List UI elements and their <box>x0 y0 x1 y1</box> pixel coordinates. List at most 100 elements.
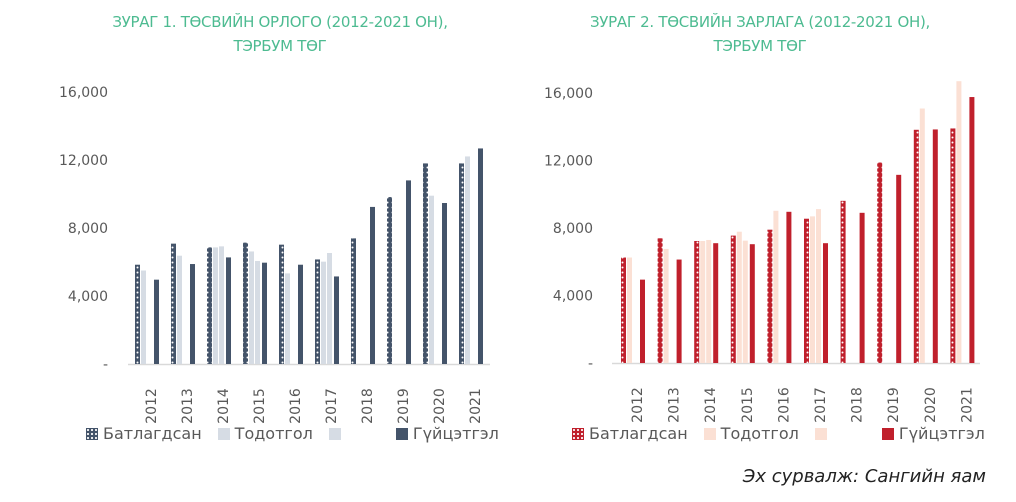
y-tick-label: 4,000 <box>68 289 108 305</box>
legend-swatch <box>814 427 827 440</box>
legend-swatch <box>703 427 716 440</box>
legend-item: Тодотгол <box>703 424 799 443</box>
bar-Гүйцэтгэл-2017 <box>823 243 828 363</box>
bar-Гүйцэтгэл-2017 <box>334 276 339 364</box>
y-tick-label: 4,000 <box>553 289 593 305</box>
legend-item: Гүйцэтгэл <box>881 424 985 443</box>
x-tick-label: 2016 <box>288 388 304 424</box>
bar-Батлагдсан-2020 <box>423 163 428 364</box>
x-tick-label: 2014 <box>216 388 232 424</box>
x-tick-label: 2013 <box>180 388 196 424</box>
bar-Батлагдсан-2015 <box>243 242 248 364</box>
y-tick-label: 16,000 <box>544 86 593 102</box>
bar-Тодотгол-2016 <box>285 273 290 364</box>
bar-Батлагдсан-2019 <box>387 197 392 364</box>
bar-Батлагдсан-2018 <box>840 200 846 363</box>
x-tick-label: 2019 <box>886 387 902 423</box>
bar-Тодотгол-2013 <box>177 255 182 364</box>
bar-Гүйцэтгэл-2015 <box>262 262 267 364</box>
x-tick-label: 2021 <box>468 388 484 424</box>
bar-Гүйцэтгэл-2019 <box>896 174 902 363</box>
bar-Гүйцэтгэл-2015 <box>749 244 755 363</box>
x-tick-label: 2018 <box>850 387 866 423</box>
source-note: Эх сурвалж: Сангийн яам <box>742 466 986 487</box>
legend-label: Гүйцэтгэл <box>412 424 499 443</box>
x-tick-label: 2017 <box>324 388 340 424</box>
bar-Гүйцэтгэл-2020 <box>442 203 447 364</box>
bar-Тодотгол-2017 <box>321 261 326 364</box>
x-tick-label: 2017 <box>813 387 829 423</box>
bar-Гүйцэтгэл-2013 <box>676 259 682 363</box>
chart1-title-line2: ТЭРБУМ ТӨГ <box>233 37 327 55</box>
bar-series3-2017 <box>816 209 821 363</box>
bar-Тодотгол-2012 <box>627 257 632 363</box>
x-tick-label: 2021 <box>959 387 975 423</box>
bar-Батлагдсан-2016 <box>767 229 773 363</box>
bar-Батлагдсан-2017 <box>315 259 320 364</box>
chart2-title-line2: ТЭРБУМ ТӨГ <box>713 37 807 55</box>
legend-swatch <box>86 427 98 440</box>
bar-Тодотгол-2015 <box>736 231 742 363</box>
bar-Тодотгол-2016 <box>773 210 779 363</box>
bar-Батлагдсан-2020 <box>913 129 919 363</box>
legend-swatch <box>328 427 341 440</box>
bar-Батлагдсан-2016 <box>279 244 284 364</box>
legend-swatch <box>395 427 408 440</box>
x-tick-label: 2012 <box>144 388 160 424</box>
legend-item <box>328 427 346 440</box>
legend-label: Батлагдсан <box>589 424 688 443</box>
chart2-legend: Батлагдсан Тодотгол Гүйцэтгэл <box>572 424 1001 443</box>
bar-Тодотгол-2014 <box>213 247 218 364</box>
y-tick-label: 8,000 <box>68 221 108 237</box>
legend-item: Гүйцэтгэл <box>395 424 499 443</box>
x-tick-label: 2020 <box>923 387 939 423</box>
legend-item <box>814 427 832 440</box>
bar-Батлагдсан-2014 <box>694 240 700 363</box>
bar-series3-2014 <box>706 239 712 363</box>
bar-series3-2015 <box>742 240 748 363</box>
bar-Батлагдсан-2014 <box>207 247 212 364</box>
chart2: - 4,000 8,000 12,000 16,000 2012 2013 2014 2015 2… <box>544 81 980 423</box>
chart2-title-line1: ЗУРАГ 2. ТӨСВИЙН ЗАРЛАГА (2012-2021 ОН), <box>589 13 930 31</box>
bar-Тодотгол-2020 <box>919 108 925 364</box>
bar-Батлагдсан-2013 <box>171 243 176 364</box>
bar-Гүйцэтгэл-2021 <box>478 148 483 364</box>
bar-Батлагдсан-2012 <box>135 264 140 364</box>
bar-Тодотгол-2012 <box>141 270 146 364</box>
y-tick-label: - <box>103 357 108 373</box>
legend-item: Батлагдсан <box>86 424 202 443</box>
bar-Гүйцэтгэл-2018 <box>370 206 375 364</box>
bar-Гүйцэтгэл-2014 <box>713 243 719 363</box>
x-tick-label: 2015 <box>740 387 756 423</box>
legend-item: Тодотгол <box>217 424 313 443</box>
y-tick-label: 8,000 <box>553 221 593 237</box>
bar-Гүйцэтгэл-2016 <box>298 264 303 364</box>
legend-label: Гүйцэтгэл <box>898 424 985 443</box>
bar-Гүйцэтгэл-2013 <box>190 264 195 364</box>
bar-Тодотгол-2021 <box>465 156 470 364</box>
legend-swatch <box>217 427 230 440</box>
bar-Гүйцэтгэл-2018 <box>859 212 865 363</box>
legend-label: Тодотгол <box>234 424 313 443</box>
y-tick-label: 12,000 <box>59 153 108 169</box>
legend-swatch <box>572 427 584 440</box>
bar-Тодотгол-2021 <box>956 81 962 363</box>
x-tick-label: 2014 <box>703 387 719 423</box>
bar-series3-2014 <box>219 246 224 364</box>
bar-Батлагдсан-2015 <box>730 235 736 363</box>
bar-Батлагдсан-2018 <box>351 238 356 364</box>
legend-item: Батлагдсан <box>572 424 688 443</box>
chart2-title: ЗУРАГ 2. ТӨСВИЙН ЗАРЛАГА (2012-2021 ОН),… <box>520 10 1000 58</box>
bar-Тодотгол-2014 <box>700 240 706 363</box>
bar-Тодотгол-2013 <box>663 248 669 363</box>
x-tick-label: 2018 <box>360 388 376 424</box>
x-tick-label: 2020 <box>432 388 448 424</box>
bar-Батлагдсан-2017 <box>804 218 809 363</box>
x-tick-label: 2019 <box>396 388 412 424</box>
legend-label: Тодотгол <box>720 424 799 443</box>
bar-Гүйцэтгэл-2012 <box>154 279 159 364</box>
bar-Гүйцэтгэл-2016 <box>786 211 792 363</box>
bar-Тодотгол-2017 <box>810 216 815 363</box>
bar-Гүйцэтгэл-2019 <box>406 180 411 364</box>
bar-Тодотгол-2015 <box>249 251 254 364</box>
